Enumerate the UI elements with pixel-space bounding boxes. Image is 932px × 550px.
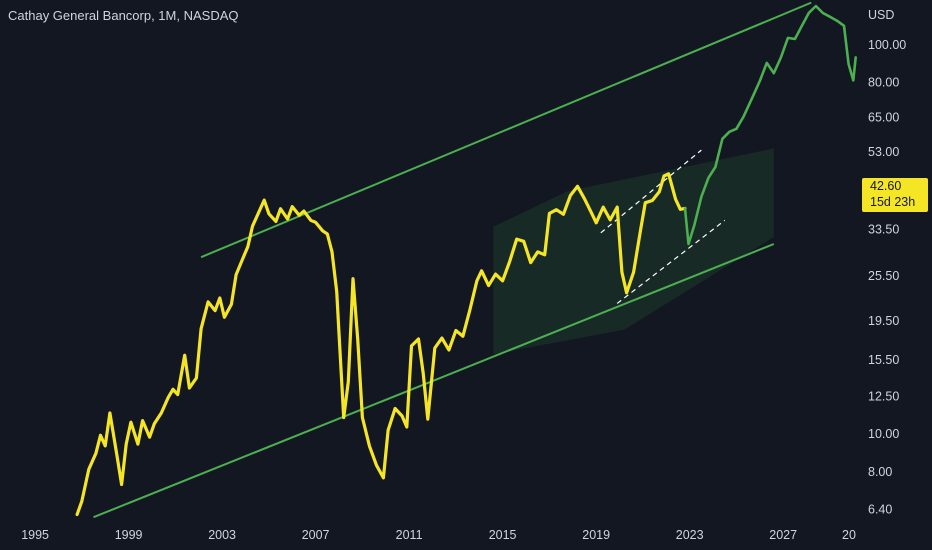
y-tick-label: 6.40: [868, 503, 892, 517]
y-tick-label: 10.00: [868, 427, 899, 441]
y-tick-label: 65.00: [868, 111, 899, 125]
current-price: 42.60: [870, 179, 902, 193]
y-axis: USD 100.00 80.00 65.00 53.00 33.50 25.50 19.50 1…: [868, 8, 906, 517]
chart-title: Cathay General Bancorp, 1M, NASDAQ: [8, 8, 239, 23]
x-tick-label: 2003: [208, 528, 236, 542]
y-tick-label: 80.00: [868, 76, 899, 90]
x-tick-label: 2023: [676, 528, 704, 542]
x-tick-label: 1995: [21, 528, 49, 542]
y-tick-label: 53.00: [868, 145, 899, 159]
channel-lower-line: [93, 243, 775, 519]
price-series-layer: [75, 4, 857, 517]
y-axis-currency-label: USD: [868, 8, 894, 22]
y-tick-label: 25.50: [868, 269, 899, 283]
x-tick-label: 2027: [769, 528, 797, 542]
x-tick-label: 2015: [489, 528, 517, 542]
bar-countdown: 15d 23h: [870, 195, 916, 209]
projection-line: [683, 4, 857, 246]
consolidation-zone-layer: [493, 148, 774, 355]
x-axis: 1995 1999 2003 2007 2011 2015 2019 2023 2027 20: [21, 528, 856, 542]
x-tick-label: 1999: [115, 528, 143, 542]
x-tick-label: 2011: [396, 528, 423, 542]
current-price-badge: 42.60 15d 23h: [862, 178, 928, 212]
channel-upper-line: [200, 1, 812, 259]
y-tick-label: 100.00: [868, 38, 906, 52]
price-history-line: [75, 172, 687, 517]
flag-lower-dashed-line: [616, 219, 726, 304]
y-tick-label: 33.50: [868, 223, 899, 237]
x-tick-label: 2007: [302, 528, 330, 542]
consolidation-zone: [493, 148, 774, 355]
y-tick-label: 8.00: [868, 465, 892, 479]
y-tick-label: 19.50: [868, 314, 899, 328]
y-tick-label: 12.50: [868, 389, 899, 403]
x-tick-label: 20: [842, 528, 856, 542]
y-tick-label: 15.50: [868, 353, 899, 367]
x-tick-label: 2019: [582, 528, 610, 542]
